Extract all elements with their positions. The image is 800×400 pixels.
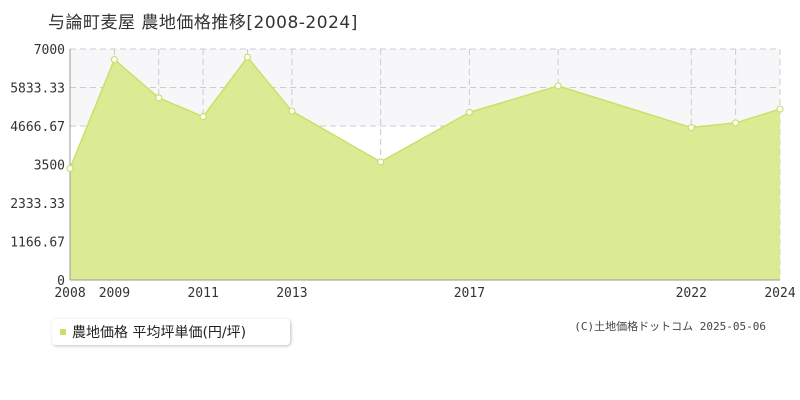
chart-title: 与論町麦屋 農地価格推移[2008-2024]: [48, 13, 358, 33]
legend-label: 農地価格 平均坪単価(円/坪): [72, 325, 247, 341]
area-chart: 0 1166.67 2333.33 3500 4666.67 5833.33 7000 200…: [10, 43, 796, 301]
data-point: [377, 158, 385, 166]
y-tick-label: 3500: [34, 159, 65, 174]
series-line: [69, 56, 781, 169]
x-tick-label: 2022: [676, 286, 707, 301]
y-tick-label: 0: [57, 274, 65, 289]
x-tick-label: 2011: [187, 286, 218, 301]
series-area: [70, 57, 780, 280]
y-tick-label: 2333.33: [10, 197, 65, 212]
data-point: [243, 53, 252, 61]
x-tick-label: 2009: [99, 286, 130, 301]
x-tick-label: 2008: [54, 286, 85, 301]
data-point: [732, 119, 740, 127]
data-point: [110, 55, 118, 64]
y-tick-label: 4666.67: [10, 120, 65, 135]
data-point: [687, 123, 695, 132]
data-point: [776, 105, 784, 113]
x-tick-label: 2013: [276, 286, 307, 301]
y-tick-label: 7000: [34, 43, 65, 58]
data-point: [66, 164, 74, 173]
data-point: [155, 94, 163, 102]
data-point: [554, 82, 562, 90]
x-tick-label: 2024: [764, 286, 795, 301]
data-point: [465, 108, 473, 116]
copyright-footer: (C)土地価格ドットコム 2025-05-06: [574, 320, 766, 333]
data-point: [288, 107, 296, 115]
y-tick-label: 1166.67: [10, 235, 65, 250]
y-tick-label: 5833.33: [10, 82, 65, 97]
legend-swatch: [60, 329, 66, 335]
data-point: [199, 113, 207, 121]
x-tick-label: 2017: [454, 286, 485, 301]
legend: 農地価格 平均坪単価(円/坪): [52, 319, 290, 345]
